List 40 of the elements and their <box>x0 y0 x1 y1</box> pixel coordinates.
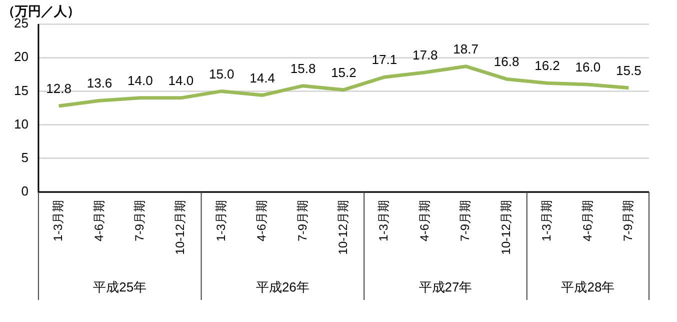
y-axis-title: （万円／人） <box>2 4 80 19</box>
x-tick-label: 1-3月期 <box>540 200 554 242</box>
y-tick-label: 5 <box>21 150 28 165</box>
x-tick-label: 4-6月期 <box>580 200 594 242</box>
x-tick-label: 7-9月期 <box>620 200 635 242</box>
data-label: 15.0 <box>208 66 234 82</box>
x-tick-label: 1-3月期 <box>376 200 391 242</box>
text: 平成25年 <box>93 280 147 295</box>
data-label: 18.7 <box>453 41 478 56</box>
data-label: 16.0 <box>575 60 601 75</box>
data-label: 17.8 <box>412 47 438 62</box>
y-tick-label: 10 <box>14 116 28 132</box>
x-tick-label: 4-6月期 <box>92 200 106 242</box>
text: 平成27年 <box>418 280 472 295</box>
x-tick-label: 10-12月期 <box>173 200 188 255</box>
x-tick-label: 10-12月期 <box>336 200 350 255</box>
data-label: 12.8 <box>46 81 72 96</box>
x-tick-label: 1-3月期 <box>214 200 228 242</box>
text: 平成28年 <box>561 280 615 295</box>
x-tick-label: 1-3月期 <box>51 200 66 242</box>
data-label: 17.1 <box>372 52 398 68</box>
data-label: 14.0 <box>128 73 153 88</box>
y-tick-label: 15 <box>14 82 28 98</box>
data-label: 15.8 <box>290 60 316 76</box>
x-tick-label: 7-9月期 <box>458 200 472 242</box>
y-tick-label: 20 <box>14 49 28 64</box>
data-label: 16.2 <box>534 58 560 74</box>
x-tick-label: 4-6月期 <box>417 200 432 242</box>
y-tick-label: 0 <box>21 184 28 199</box>
data-label: 13.6 <box>86 76 112 91</box>
data-label: 14.0 <box>168 73 194 88</box>
data-label: 15.5 <box>616 62 642 78</box>
x-tick-label: 7-9月期 <box>295 200 310 242</box>
data-label: 16.8 <box>494 54 520 70</box>
x-tick-label: 10-12月期 <box>498 200 513 255</box>
data-label: 14.4 <box>250 70 275 86</box>
data-label: 15.2 <box>331 64 356 80</box>
x-tick-label: 7-9月期 <box>132 200 147 242</box>
text: 平成26年 <box>256 280 310 295</box>
x-tick-label: 4-6月期 <box>254 200 269 242</box>
